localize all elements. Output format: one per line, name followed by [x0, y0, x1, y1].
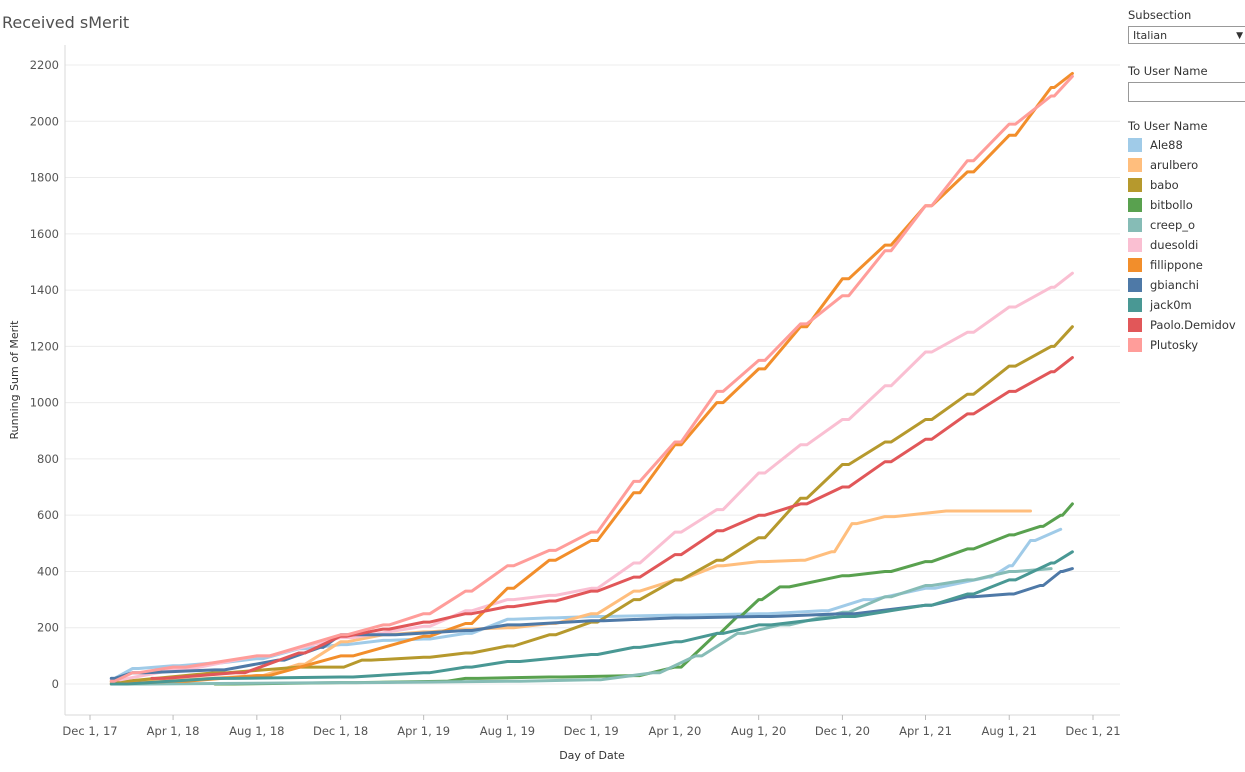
legend-label: gbianchi [1150, 278, 1199, 292]
line-chart: 0 200 400 600 800 1000 1200 1400 1600 1800 2000 220… [8, 45, 1120, 762]
y-tick-label: 800 [37, 452, 59, 466]
series-line-creep-o[interactable] [109, 567, 1053, 686]
legend-label: bitbollo [1150, 198, 1193, 212]
legend-label: Paolo.Demidov [1150, 318, 1236, 332]
legend-label: creep_o [1150, 218, 1196, 232]
y-tick-label: 2000 [30, 114, 59, 128]
x-tick-label: Dec 1, 17 [62, 724, 117, 738]
x-tick-label: Aug 1, 19 [480, 724, 535, 738]
x-tick-label: Apr 1, 18 [147, 724, 200, 738]
legend-swatch [1128, 318, 1142, 332]
y-tick-label: 1000 [30, 396, 59, 410]
legend-label: jack0m [1150, 298, 1192, 312]
axes: 0 200 400 600 800 1000 1200 1400 1600 1800 2000 220… [30, 45, 1120, 738]
legend-swatch [1128, 138, 1142, 152]
legend-label: fillippone [1150, 258, 1203, 272]
user-name-filter: To User Name [1128, 64, 1245, 102]
legend-swatch [1128, 158, 1142, 172]
series-line-plutosky[interactable] [109, 74, 1074, 683]
subsection-label: Subsection [1128, 8, 1192, 22]
series-lines [109, 71, 1074, 686]
y-tick-label: 400 [37, 564, 59, 578]
x-tick-label: Apr 1, 20 [649, 724, 702, 738]
legend: To User Name Ale88 arulbero babo bitbollo cr… [1128, 119, 1245, 355]
x-tick-label: Dec 1, 21 [1065, 724, 1120, 738]
legend-title: To User Name [1128, 119, 1208, 133]
legend-item[interactable]: Paolo.Demidov [1128, 315, 1245, 335]
subsection-select[interactable]: Italian ▼ [1128, 26, 1245, 44]
y-tick-label: 1600 [30, 227, 59, 241]
x-tick-label: Apr 1, 19 [397, 724, 450, 738]
y-tick-label: 1400 [30, 283, 59, 297]
y-tick-label: 1200 [30, 339, 59, 353]
legend-item[interactable]: babo [1128, 175, 1245, 195]
x-tick-label: Apr 1, 21 [899, 724, 952, 738]
legend-item[interactable]: arulbero [1128, 155, 1245, 175]
gridlines [65, 64, 1120, 685]
series-line-jack0m[interactable] [109, 550, 1074, 686]
legend-label: duesoldi [1150, 238, 1199, 252]
legend-swatch [1128, 238, 1142, 252]
legend-swatch [1128, 178, 1142, 192]
y-tick-label: 200 [37, 621, 59, 635]
x-tick-label: Aug 1, 21 [982, 724, 1037, 738]
y-axis-title: Running Sum of Merit [8, 320, 21, 440]
legend-item[interactable]: jack0m [1128, 295, 1245, 315]
legend-item[interactable]: gbianchi [1128, 275, 1245, 295]
subsection-value: Italian [1133, 29, 1168, 42]
y-tick-label: 0 [52, 677, 59, 691]
legend-swatch [1128, 218, 1142, 232]
x-tick-label: Aug 1, 20 [731, 724, 786, 738]
x-tick-label: Dec 1, 18 [313, 724, 368, 738]
y-tick-label: 600 [37, 508, 59, 522]
user-filter-label: To User Name [1128, 64, 1208, 78]
legend-swatch [1128, 198, 1142, 212]
series-line-bitbollo[interactable] [213, 502, 1074, 686]
legend-item[interactable]: bitbollo [1128, 195, 1245, 215]
x-tick-label: Dec 1, 19 [564, 724, 619, 738]
legend-item[interactable]: Ale88 [1128, 135, 1245, 155]
x-tick-label: Aug 1, 18 [229, 724, 284, 738]
legend-label: Plutosky [1150, 338, 1199, 352]
series-line-paolo-demidov[interactable] [150, 356, 1074, 680]
series-line-arulbero[interactable] [109, 509, 1032, 685]
legend-swatch [1128, 338, 1142, 352]
chevron-down-icon: ▼ [1236, 31, 1243, 41]
legend-swatch [1128, 278, 1142, 292]
y-tick-label: 2200 [30, 58, 59, 72]
legend-label: babo [1150, 178, 1179, 192]
legend-items: Ale88 arulbero babo bitbollo creep_o duesoldi… [1128, 135, 1245, 355]
chart-title: Received sMerit [2, 13, 130, 32]
legend-swatch [1128, 298, 1142, 312]
series-line-duesoldi[interactable] [109, 271, 1074, 682]
series-line-fillippone[interactable] [109, 71, 1074, 686]
user-name-input[interactable] [1128, 82, 1245, 102]
legend-label: arulbero [1150, 158, 1199, 172]
legend-item[interactable]: Plutosky [1128, 335, 1245, 355]
y-tick-label: 1800 [30, 171, 59, 185]
x-axis-title: Day of Date [559, 749, 625, 762]
legend-label: Ale88 [1150, 138, 1183, 152]
legend-item[interactable]: creep_o [1128, 215, 1245, 235]
legend-item[interactable]: fillippone [1128, 255, 1245, 275]
legend-swatch [1128, 258, 1142, 272]
subsection-filter: Subsection Italian ▼ [1128, 8, 1245, 44]
legend-item[interactable]: duesoldi [1128, 235, 1245, 255]
series-line-babo[interactable] [109, 325, 1074, 683]
x-tick-label: Dec 1, 20 [815, 724, 870, 738]
